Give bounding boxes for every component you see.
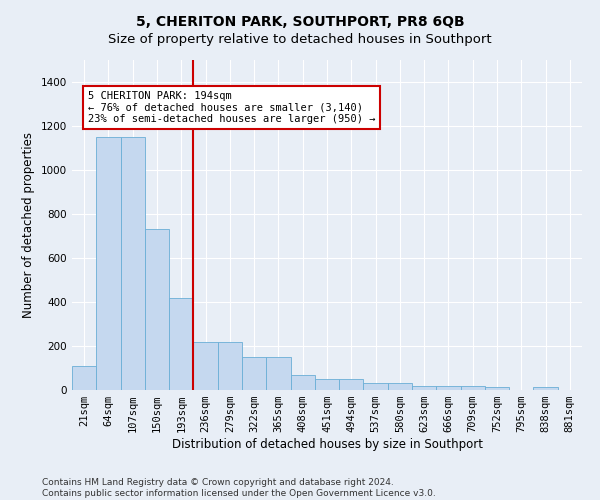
Bar	[193, 342, 218, 390]
Bar	[364, 383, 388, 390]
Bar	[533, 386, 558, 390]
Text: Size of property relative to detached houses in Southport: Size of property relative to detached ho…	[108, 32, 492, 46]
Bar	[412, 386, 436, 390]
Bar	[339, 379, 364, 390]
Text: 5 CHERITON PARK: 194sqm
← 76% of detached houses are smaller (3,140)
23% of semi: 5 CHERITON PARK: 194sqm ← 76% of detache…	[88, 91, 375, 124]
Bar	[461, 386, 485, 390]
Bar	[315, 379, 339, 390]
Bar	[96, 137, 121, 390]
Text: 5, CHERITON PARK, SOUTHPORT, PR8 6QB: 5, CHERITON PARK, SOUTHPORT, PR8 6QB	[136, 15, 464, 29]
Bar	[218, 342, 242, 390]
Bar	[72, 366, 96, 390]
Y-axis label: Number of detached properties: Number of detached properties	[22, 132, 35, 318]
Bar	[388, 383, 412, 390]
Bar	[290, 374, 315, 390]
X-axis label: Distribution of detached houses by size in Southport: Distribution of detached houses by size …	[172, 438, 482, 451]
Bar	[436, 386, 461, 390]
Bar	[266, 358, 290, 390]
Bar	[242, 358, 266, 390]
Text: Contains HM Land Registry data © Crown copyright and database right 2024.
Contai: Contains HM Land Registry data © Crown c…	[42, 478, 436, 498]
Bar	[121, 137, 145, 390]
Bar	[145, 230, 169, 390]
Bar	[485, 386, 509, 390]
Bar	[169, 298, 193, 390]
